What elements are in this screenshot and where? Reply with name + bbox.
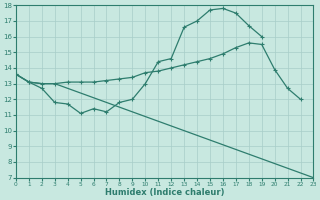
- X-axis label: Humidex (Indice chaleur): Humidex (Indice chaleur): [105, 188, 224, 197]
